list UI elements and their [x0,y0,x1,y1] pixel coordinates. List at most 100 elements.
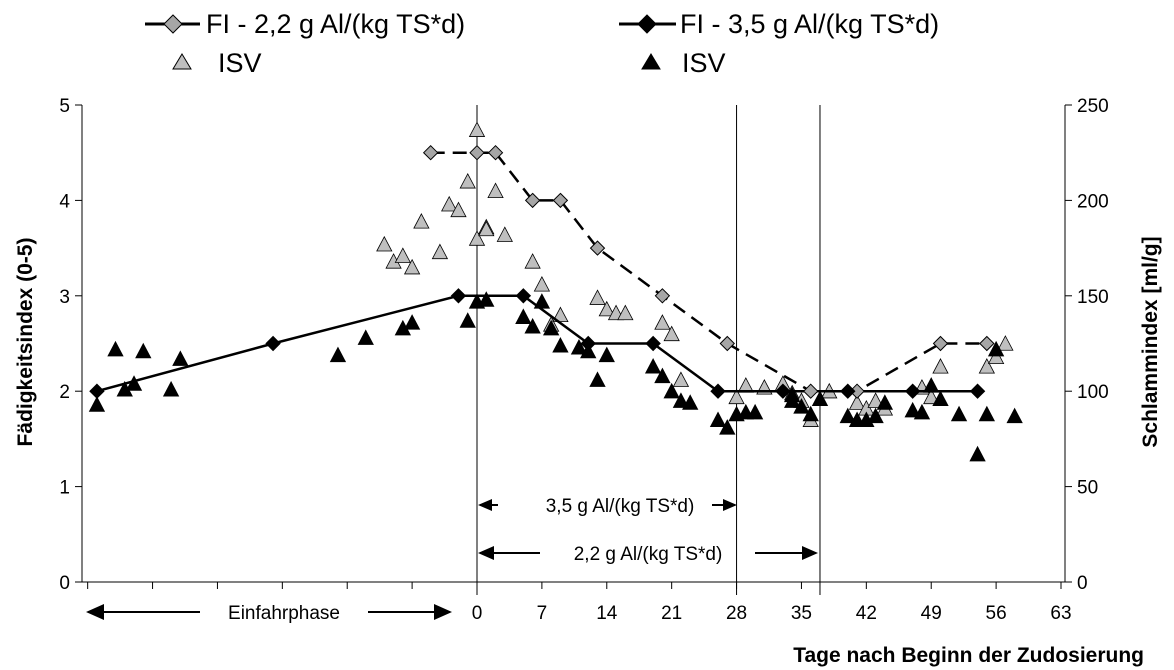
x-tick-label-1: 7 [537,603,548,624]
series-3-point-47 [950,405,968,422]
y-axis-right-title: Schlammindex [ml/g] [1139,236,1162,447]
legend-entry-fi-35: FI - 3,5 g Al/(kg TS*d) [619,9,939,39]
series-0-point-6 [654,288,671,304]
y-right-ticks: 0 50 100 150 200 250 [1065,96,1109,594]
series-2-point-7 [775,383,791,399]
legend-label-isv-22: ISV [218,48,262,78]
series-3-point-41 [867,407,884,424]
series-3-point-29 [719,419,736,435]
series-3-point-37 [811,390,829,406]
x-tick-label-5: 35 [791,603,812,624]
series-2-point-1 [265,335,281,352]
x-tick-label-9: 63 [1050,603,1071,624]
legend-label-fi-35: FI - 3,5 g Al/(kg TS*d) [680,9,939,39]
series-0-point-8 [803,383,819,399]
series-1-point-0 [376,235,393,252]
series-2-point-0 [89,383,105,399]
series-1-point-2 [394,247,412,263]
legend-marker-isv-22 [172,53,192,70]
series-2-point-2 [450,288,467,304]
legend-marker-isv-35 [641,53,661,70]
series-1-point-22 [617,304,634,321]
series-3-point-51 [1006,407,1023,424]
x-ticks: 7 14 21 28 35 42 49 56 63 [87,582,1072,624]
series-0-point-2 [487,144,504,161]
series-3-point-21 [589,371,606,387]
dose22-arrow-left-head [478,546,494,560]
series-0-point-10 [932,335,949,352]
series-3-point-28 [709,411,727,427]
x-tick-label-3: 21 [661,603,682,624]
legend-label-fi-22: FI - 2,2 g Al/(kg TS*d) [206,9,465,39]
y-left-tick-label-3: 3 [59,287,70,308]
y-right-tick-label-3: 150 [1077,287,1109,308]
series-0-point-11 [979,335,995,352]
series-3-point-5 [162,380,180,397]
y-right-tick-label-2: 100 [1077,382,1109,403]
legend-marker-fi-22 [163,14,183,34]
series-1-point-43 [997,335,1014,351]
series-1-point-12 [478,220,495,237]
series-2-line [96,294,978,393]
series-3-point-4 [135,342,152,359]
series-3-point-34 [784,386,801,403]
series-1-markers [376,121,1014,427]
series-3-point-26 [672,392,690,408]
series-3-point-13 [478,291,495,307]
y-right-tick-label-1: 50 [1077,478,1098,499]
series-3-point-11 [459,312,476,328]
series-3-point-14 [515,308,532,324]
x-tick-label-6: 42 [856,603,877,624]
series-1-point-13 [487,182,504,199]
dose22-arrow-right-head [802,546,818,560]
series-3-point-43 [904,401,921,418]
series-3-markers [88,291,1023,462]
y-left-tick-label-0: 0 [59,573,70,594]
series-1-point-39 [923,388,940,405]
series-0-point-0 [422,144,439,161]
y-right-tick-label-0: 0 [1077,573,1088,594]
x-tick-label-7: 49 [921,603,942,624]
series-3-point-44 [913,403,931,420]
series-3-point-17 [542,319,560,336]
series-1-point-10 [468,230,486,246]
series-1-point-20 [598,300,615,317]
axes [81,105,1066,583]
series-1-point-5 [431,243,449,260]
y-left-tick-label-2: 2 [59,382,70,403]
y-left-ticks: 0 1 2 3 4 5 [59,96,82,594]
series-1-point-40 [932,358,949,374]
series-3-point-38 [839,407,856,424]
series-3-point-27 [682,394,699,410]
series-1-point-11 [468,121,486,137]
x-tick-label-2: 14 [596,603,618,624]
series-3-point-6 [172,350,189,366]
zero-marker-label: 0 [472,603,483,624]
series-1-point-19 [589,289,606,305]
series-3-point-36 [802,405,819,422]
legend-entry-fi-22: FI - 2,2 g Al/(kg TS*d) [145,9,465,39]
series-1-point-4 [413,213,430,229]
y-axis-left-title: Fädigkeitsindex (0-5) [14,238,37,447]
vertical-lines [476,105,821,595]
series-1-point-7 [450,201,467,218]
phase-label: Einfahrphase [228,603,340,624]
series-2-point-8 [840,383,856,399]
legend-entry-isv-22: ISV [172,48,262,78]
y-left-tick-label-4: 4 [59,191,70,212]
y-right-tick-label-4: 200 [1077,191,1109,212]
series-layer [88,121,1023,462]
phase-arrow-left-head [86,604,104,620]
series-3-point-1 [107,340,124,357]
series-3-point-35 [793,398,810,414]
series-3-point-50 [987,340,1005,357]
series-1-point-24 [663,325,680,342]
dose35-arrow-left-head [478,499,492,511]
series-0-point-3 [524,192,541,209]
series-1-point-3 [403,258,421,275]
series-3-point-22 [598,346,615,363]
series-1-point-34 [848,394,866,410]
x-tick-label-8: 56 [986,603,1007,624]
series-3-point-19 [570,338,588,355]
